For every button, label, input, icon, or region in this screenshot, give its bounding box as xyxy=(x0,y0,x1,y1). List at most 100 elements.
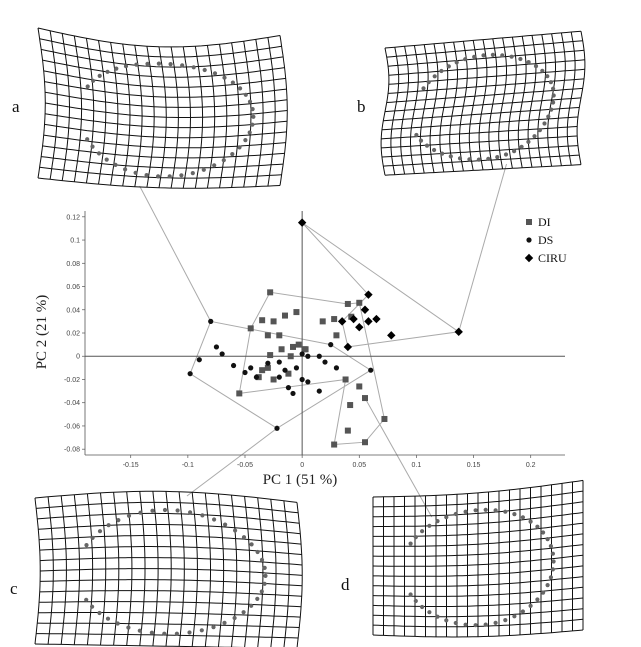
landmark-dot xyxy=(519,144,524,149)
landmark-dot xyxy=(251,114,256,119)
point-di xyxy=(285,370,292,377)
landmark-dot xyxy=(520,609,526,614)
landmark-dot xyxy=(551,93,556,98)
landmark-dot xyxy=(426,80,431,85)
landmark-dot xyxy=(263,573,268,579)
point-di xyxy=(290,343,296,350)
landmark-dot xyxy=(97,610,102,616)
landmark-dot xyxy=(114,66,119,71)
grid-line-horizontal xyxy=(384,164,582,176)
grid-line-horizontal xyxy=(372,479,584,498)
landmark-dot xyxy=(180,63,185,68)
legend-label-ciru: CIRU xyxy=(538,251,567,265)
point-di xyxy=(344,427,351,434)
point-ds xyxy=(213,344,220,350)
point-di xyxy=(319,318,326,325)
landmark-dot xyxy=(414,132,419,138)
point-ds xyxy=(316,388,322,394)
x-tick-label: -0.15 xyxy=(123,462,139,469)
grid-line-horizontal xyxy=(372,512,584,528)
point-ciru xyxy=(337,317,347,326)
landmark-dot xyxy=(427,523,432,528)
grid-line-horizontal xyxy=(39,166,282,179)
landmark-dot xyxy=(453,511,458,517)
landmark-dot xyxy=(90,144,95,149)
landmark-dot xyxy=(463,57,468,62)
grid-line-horizontal xyxy=(39,535,302,545)
grid-line-horizontal xyxy=(381,135,578,149)
landmark-dot xyxy=(247,99,253,104)
landmark-dot xyxy=(408,541,413,546)
grid-line-horizontal xyxy=(36,633,299,639)
landmark-dot xyxy=(439,68,444,74)
point-ds xyxy=(305,379,311,385)
point-di xyxy=(347,402,354,409)
landmark-dot xyxy=(550,567,556,572)
grid-line-horizontal xyxy=(34,643,245,647)
landmark-dot xyxy=(223,522,228,527)
landmark-dot xyxy=(463,622,468,627)
grid-line-horizontal xyxy=(40,557,303,566)
landmark-dot xyxy=(533,64,539,69)
deformation-grid-c xyxy=(34,490,303,647)
x-tick-label: 0.1 xyxy=(412,462,422,469)
point-ds xyxy=(274,425,280,431)
point-di xyxy=(342,376,349,383)
landmark-dot xyxy=(520,515,526,520)
landmark-dot xyxy=(541,590,546,595)
landmark-dot xyxy=(444,618,449,623)
grid-line-vertical xyxy=(34,497,41,645)
panel-label-a: a xyxy=(12,97,20,116)
grid-line-horizontal xyxy=(373,565,584,577)
landmark-dot xyxy=(255,549,260,555)
landmark-dot xyxy=(420,529,425,534)
point-ds xyxy=(230,362,237,369)
grid-line-horizontal xyxy=(37,27,281,48)
landmark-dot xyxy=(546,114,551,119)
landmark-dot xyxy=(191,65,196,70)
landmark-dot xyxy=(483,507,488,512)
grid-line-horizontal xyxy=(388,59,585,76)
connector-b xyxy=(458,163,508,332)
grid-line-horizontal xyxy=(372,618,584,628)
grid-line-horizontal xyxy=(383,154,580,167)
point-ds xyxy=(196,357,202,363)
landmark-dot xyxy=(167,174,172,179)
point-di xyxy=(333,332,340,339)
grid-line-horizontal xyxy=(373,522,584,537)
landmark-dot xyxy=(212,517,217,522)
landmark-dot xyxy=(113,162,118,167)
point-ds xyxy=(282,367,288,373)
point-ciru xyxy=(387,331,396,340)
grid-line-horizontal xyxy=(383,107,580,122)
landmark-dot xyxy=(85,137,90,142)
point-ciru xyxy=(297,218,307,227)
grid-line-horizontal xyxy=(386,87,583,103)
landmark-dot xyxy=(551,86,556,91)
point-di xyxy=(259,367,266,374)
landmark-dot xyxy=(551,100,556,105)
landmark-dot xyxy=(448,154,453,159)
y-tick-label: -0.02 xyxy=(64,377,80,384)
x-tick-label: 0.05 xyxy=(352,462,366,469)
point-ds xyxy=(208,318,214,324)
connector-c xyxy=(186,427,278,497)
landmark-dot xyxy=(548,544,554,549)
landmark-dot xyxy=(168,62,173,67)
x-tick-label: -0.1 xyxy=(182,462,194,469)
landmark-dot xyxy=(490,52,495,58)
landmark-dot xyxy=(104,157,109,162)
x-tick-label: 0.15 xyxy=(467,462,481,469)
landmark-dot xyxy=(259,557,265,563)
point-ciru xyxy=(343,342,353,352)
landmark-dot xyxy=(503,509,508,514)
y-tick-label: 0.12 xyxy=(66,214,80,221)
landmark-dot xyxy=(222,620,227,626)
landmark-dot xyxy=(241,610,246,615)
landmark-dot xyxy=(175,508,180,513)
grid-line-horizontal xyxy=(40,579,303,587)
landmark-dot xyxy=(105,616,111,621)
landmark-dot xyxy=(435,519,440,524)
point-di xyxy=(267,352,274,359)
